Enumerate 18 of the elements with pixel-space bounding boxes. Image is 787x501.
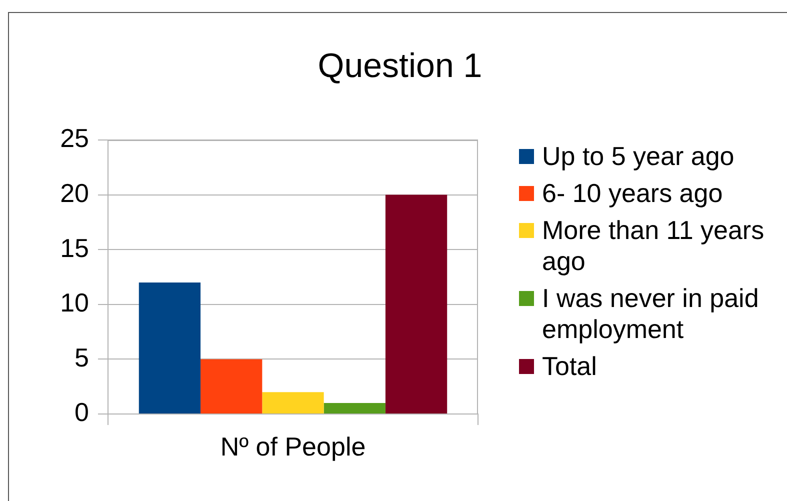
bar [385,194,448,414]
y-tick-label: 15 [60,232,89,263]
y-tick-label: 25 [60,123,89,154]
bar [200,359,262,414]
legend-label: Up to 5 year ago [542,141,736,172]
chart-title: Question 1 [316,46,484,87]
y-tick-label: 20 [60,178,89,208]
bar [324,403,386,414]
legend-label: More than 11 years ago [542,215,766,277]
legend-label: Total [542,351,598,382]
y-tick-label: 5 [74,342,89,372]
y-tick-label: 10 [60,288,89,318]
legend-label: I was never in paid employment [542,283,760,345]
bar [262,392,324,414]
legend-label: 6- 10 years ago [542,178,724,209]
bar [138,282,201,414]
y-tick-label: 0 [74,397,89,428]
x-axis-title: Nº of People [220,432,366,462]
